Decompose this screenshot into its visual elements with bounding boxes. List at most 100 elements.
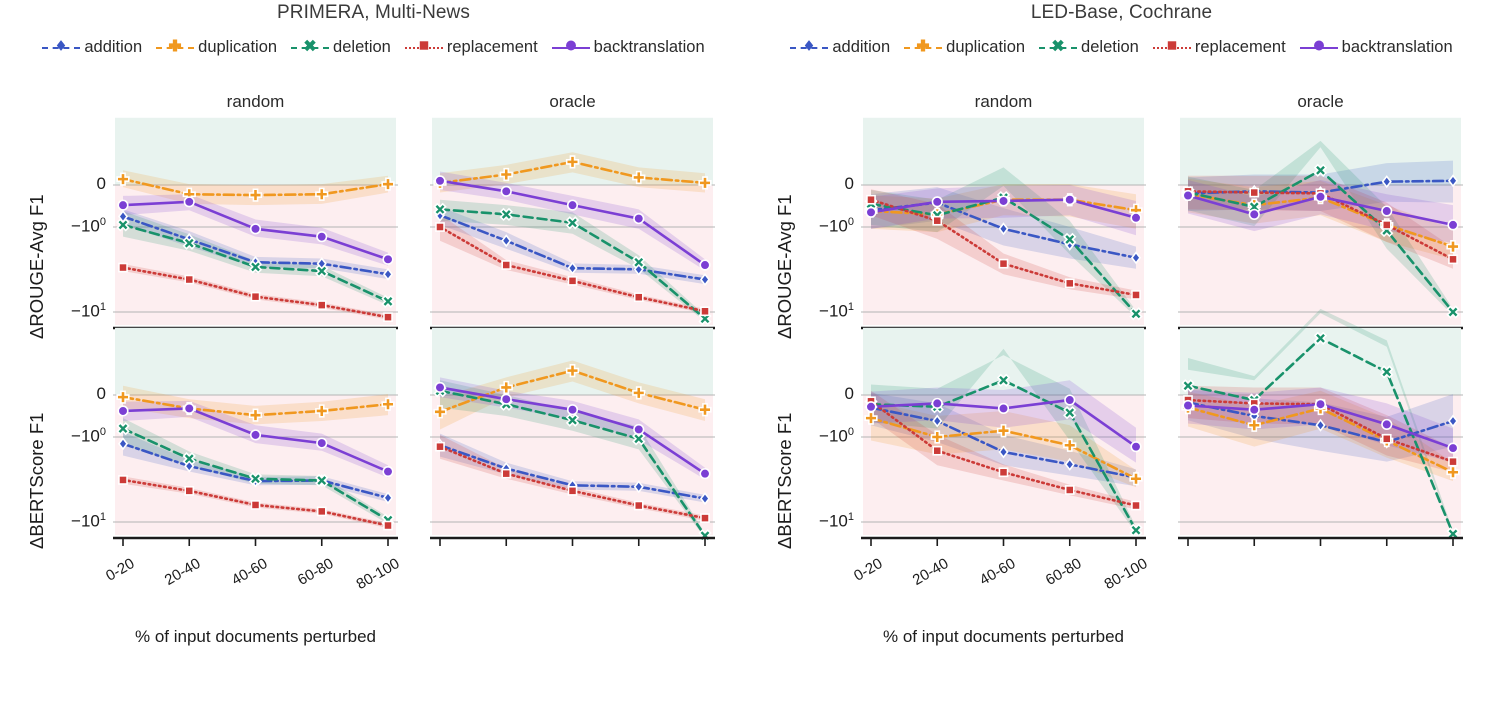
y-tick-base: −10 (71, 426, 100, 446)
plot-panel-oracle-row0 (430, 117, 715, 335)
legend-label: replacement (446, 38, 538, 56)
legend-marker-plus-icon (914, 36, 932, 59)
x-tick-label: 60-80 (1042, 555, 1085, 589)
y-tick-exponent: 0 (99, 426, 106, 438)
confidence-band-replacement (440, 434, 705, 521)
y-tick-label: −100 (776, 426, 854, 447)
legend-marker-plus-icon (166, 36, 184, 59)
legend-item-addition[interactable]: addition (790, 38, 890, 57)
legend-item-backtranslation[interactable]: backtranslation (1299, 38, 1453, 57)
y-tick-label: −101 (776, 301, 854, 322)
x-tick-label: 20-40 (162, 555, 204, 589)
legend-label: duplication (946, 38, 1026, 56)
confidence-band-replacement (440, 214, 705, 314)
legend: addition duplication deletion replacemen… (748, 38, 1495, 57)
y-tick-exponent: 0 (99, 216, 106, 228)
x-tick-label: 80-100 (1101, 555, 1151, 594)
x-tick-label: 0-20 (102, 555, 138, 585)
legend-key-replacement (404, 40, 443, 56)
y-tick-base: −10 (71, 301, 100, 321)
negative-region (1180, 185, 1461, 325)
y-tick-base: 0 (96, 384, 106, 403)
y-tick-label: −100 (28, 426, 106, 447)
plot-panel-oracle-row1 (430, 327, 715, 546)
legend-item-duplication[interactable]: duplication (156, 38, 277, 57)
plot-panel-random-row1 (113, 327, 398, 546)
legend-label: replacement (1194, 38, 1286, 56)
legend-key-duplication (156, 38, 195, 56)
plot-panel-oracle-row0 (1178, 117, 1463, 335)
plot-panel-random-row1 (861, 327, 1146, 546)
x-axis-label: % of input documents perturbed (883, 627, 1124, 646)
y-tick-exponent: 1 (99, 301, 106, 313)
y-tick-label: −101 (28, 511, 106, 532)
y-tick-base: −10 (819, 301, 848, 321)
legend-label: backtranslation (1341, 38, 1453, 56)
y-tick-exponent: 1 (847, 511, 854, 523)
column-title-random: random (226, 92, 285, 111)
y-tick-label: 0 (776, 174, 854, 194)
y-tick-label: 0 (28, 384, 106, 404)
legend-item-backtranslation[interactable]: backtranslation (551, 38, 705, 57)
x-axis-label: % of input documents perturbed (135, 627, 376, 646)
legend-marker-x-icon (1049, 36, 1067, 59)
y-tick-label: −100 (776, 216, 854, 237)
y-tick-label: 0 (776, 384, 854, 404)
negative-region (115, 185, 396, 325)
legend-item-deletion[interactable]: deletion (1039, 38, 1139, 57)
legend-key-replacement (1152, 40, 1191, 56)
legend-key-addition (790, 39, 829, 56)
confidence-band-duplication (440, 360, 705, 430)
y-tick-base: −10 (71, 511, 100, 531)
legend-label: addition (84, 38, 143, 56)
y-tick-base: −10 (819, 426, 848, 446)
legend-item-addition[interactable]: addition (42, 38, 142, 57)
positive-region (115, 327, 396, 395)
legend-marker-x-icon (301, 36, 319, 59)
legend-key-deletion (291, 39, 330, 56)
positive-region (432, 327, 713, 395)
y-tick-label: 0 (28, 174, 106, 194)
y-tick-base: −10 (819, 511, 848, 531)
legend-item-deletion[interactable]: deletion (291, 38, 391, 57)
legend-item-replacement[interactable]: replacement (404, 38, 538, 57)
series-line-addition (1186, 401, 1455, 444)
series-line-duplication (869, 416, 1138, 481)
legend-marker-square-icon (415, 36, 433, 59)
y-tick-exponent: 1 (99, 511, 106, 523)
legend-label: deletion (1081, 38, 1139, 56)
y-tick-base: 0 (844, 384, 854, 403)
y-tick-label: −101 (28, 301, 106, 322)
legend-marker-diamond-icon (52, 36, 70, 59)
legend-key-duplication (904, 38, 943, 56)
x-tick-label: 60-80 (294, 555, 337, 589)
legend-marker-diamond-icon (800, 36, 818, 59)
y-tick-label: −100 (28, 216, 106, 237)
legend-item-replacement[interactable]: replacement (1152, 38, 1286, 57)
x-tick-label: 40-60 (976, 555, 1018, 589)
y-tick-exponent: 0 (847, 216, 854, 228)
plot-panel-random-row0 (861, 117, 1146, 335)
figure-half-right: LED-Base, Cochrane addition duplication … (748, 0, 1495, 702)
plot-panel-oracle-row1 (1178, 308, 1463, 546)
x-tick-label: 0-20 (850, 555, 886, 585)
legend-label: deletion (333, 38, 391, 56)
column-title-oracle: oracle (549, 92, 596, 111)
positive-region (863, 117, 1144, 185)
legend-item-duplication[interactable]: duplication (904, 38, 1025, 57)
column-title-random: random (974, 92, 1033, 111)
confidence-band-addition (1188, 160, 1453, 212)
positive-region (115, 117, 396, 185)
x-tick-label: 80-100 (353, 555, 403, 594)
figure-title: LED-Base, Cochrane (1030, 2, 1213, 23)
figure-title: PRIMERA, Multi-News (277, 2, 470, 23)
legend-key-backtranslation (551, 40, 590, 56)
confidence-band-replacement (871, 390, 1136, 510)
legend-label: backtranslation (593, 38, 705, 56)
y-tick-exponent: 1 (847, 301, 854, 313)
x-tick-label: 20-40 (910, 555, 952, 589)
y-tick-base: −10 (71, 216, 100, 236)
y-tick-label: −101 (776, 511, 854, 532)
legend-marker-circle-icon (562, 36, 580, 59)
legend-label: duplication (198, 38, 278, 56)
